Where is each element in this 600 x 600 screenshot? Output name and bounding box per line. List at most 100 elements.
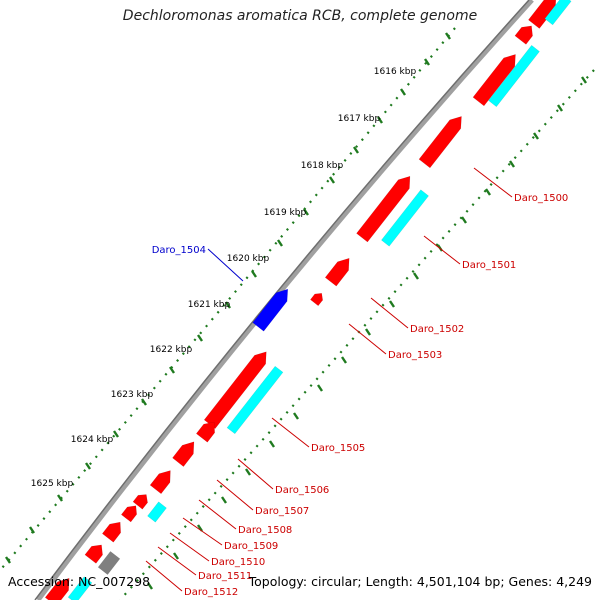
gene-label-daro-1512: Daro_1512 — [184, 587, 238, 598]
major-tick — [353, 146, 359, 154]
tick-label: 1623 kbp — [111, 390, 154, 400]
forward-gene-arrow — [310, 293, 323, 307]
inner-tick — [269, 440, 275, 448]
inner-tick — [245, 468, 251, 476]
map-title: Dechloromonas aromatica RCB, complete ge… — [122, 8, 478, 24]
inner-tick — [485, 188, 491, 196]
leader-line — [473, 167, 513, 198]
major-tick — [377, 116, 383, 124]
leader-line — [348, 323, 387, 355]
inner-tick — [147, 582, 153, 590]
major-tick — [424, 58, 430, 66]
leader-line — [182, 517, 223, 546]
inner-tick — [293, 412, 299, 420]
forward-gene-arrow — [120, 505, 137, 523]
tick-label: 1616 kbp — [374, 67, 417, 77]
gene-label-daro-1501: Daro_1501 — [462, 260, 516, 271]
gene-label-daro-1510: Daro_1510 — [211, 557, 265, 568]
major-tick — [169, 366, 175, 374]
gene-label-daro-1505: Daro_1505 — [311, 443, 365, 454]
forward-gene-arrow — [472, 54, 516, 107]
leader-line — [370, 297, 409, 329]
cyan-feature — [67, 576, 93, 600]
gene-label-daro-1508: Daro_1508 — [238, 525, 292, 536]
forward-gene-arrow — [356, 175, 411, 243]
gene-label-daro-1511: Daro_1511 — [198, 571, 252, 582]
cyan-feature — [544, 0, 572, 26]
inner-tick — [197, 524, 203, 532]
cyan-feature — [226, 365, 284, 435]
tick-label: 1619 kbp — [264, 208, 307, 218]
inner-tick — [341, 356, 347, 364]
major-tick — [225, 301, 231, 309]
cyan-feature — [381, 189, 429, 247]
major-tick — [251, 270, 257, 278]
inner-tick — [533, 132, 539, 140]
leader-line — [198, 499, 237, 530]
topology-summary: Topology: circular; Length: 4,501,104 bp… — [248, 574, 592, 589]
major-tick — [197, 334, 203, 342]
major-tick — [5, 556, 11, 564]
major-tick — [85, 462, 91, 470]
gene-label-daro-1506: Daro_1506 — [275, 485, 329, 496]
major-tick — [29, 526, 35, 534]
tick-label: 1617 kbp — [338, 114, 381, 124]
inner-tick — [557, 104, 563, 112]
accession-text: Accession: NC_007298 — [8, 574, 151, 589]
leader-line — [216, 479, 254, 511]
inner-tick — [173, 552, 179, 560]
forward-gene-arrow — [418, 116, 462, 169]
forward-gene-arrow — [195, 421, 215, 443]
leader-line — [145, 560, 183, 592]
leader-line — [157, 546, 197, 576]
forward-gene-arrow — [172, 441, 195, 467]
gene-label-daro-1507: Daro_1507 — [255, 506, 309, 517]
tick-label: 1622 kbp — [150, 345, 193, 355]
feature-layer — [44, 0, 572, 600]
tick-label: 1620 kbp — [227, 254, 270, 264]
forward-gene-arrow — [514, 25, 533, 45]
tick-label: 1618 kbp — [301, 161, 344, 171]
major-tick — [303, 208, 309, 216]
major-tick — [329, 176, 335, 184]
inner-tick — [389, 300, 395, 308]
tick-label: 1621 kbp — [188, 300, 231, 310]
forward-gene-arrow — [101, 521, 121, 543]
forward-gene-arrow — [149, 470, 171, 495]
leader-line — [237, 458, 274, 490]
other-feature — [97, 551, 121, 575]
gene-label-daro-1509: Daro_1509 — [224, 541, 278, 552]
kbp-tick-layer: 1616 kbp 1617 kbp 1618 kbp 1619 kbp 1620 kbp… — [1, 27, 595, 600]
major-tick — [113, 430, 119, 438]
inner-tick — [461, 216, 467, 224]
leader-line — [207, 248, 244, 282]
inner-tick — [509, 160, 515, 168]
inner-tick — [317, 384, 323, 392]
forward-gene-arrow — [44, 577, 70, 600]
outer-tick-arc — [1, 27, 456, 569]
forward-gene-arrow — [132, 494, 148, 510]
major-tick — [57, 494, 63, 502]
inner-tick — [413, 272, 419, 280]
gene-label-daro-1504: Daro_1504 — [152, 245, 206, 256]
reverse-gene-arrow — [252, 288, 289, 332]
gene-label-layer: Daro_1504 Daro_1500 Daro_1501 Daro_1502 Daro… — [145, 167, 568, 598]
major-tick — [141, 398, 147, 406]
gene-label-daro-1502: Daro_1502 — [410, 324, 464, 335]
leader-line — [271, 417, 310, 448]
forward-gene-arrow — [84, 544, 103, 564]
tick-label: 1624 kbp — [71, 435, 114, 445]
leader-line — [169, 532, 210, 562]
tick-label: 1625 kbp — [31, 479, 74, 489]
inner-tick — [581, 76, 587, 84]
inner-tick-arc — [119, 69, 595, 600]
inner-tick — [221, 496, 227, 504]
major-tick — [277, 239, 283, 247]
inner-tick — [365, 328, 371, 336]
leader-line — [423, 235, 461, 265]
major-tick — [400, 88, 406, 96]
forward-gene-arrow — [324, 257, 350, 287]
major-tick — [445, 32, 451, 40]
cyan-feature — [147, 501, 167, 523]
